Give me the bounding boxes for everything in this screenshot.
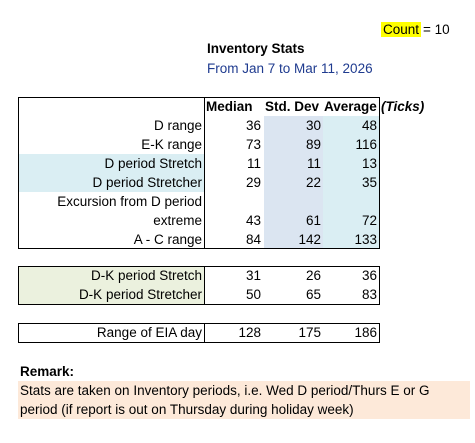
table2-left-border — [18, 266, 19, 305]
remark-shade — [18, 381, 470, 419]
avg-cell: 116 — [355, 137, 377, 152]
std-cell: 65 — [305, 287, 321, 302]
row-label: E-K range — [141, 137, 202, 152]
table3-label-divider — [204, 323, 205, 343]
table1-bottom-border — [18, 248, 380, 249]
count-indicator: Count = 10 — [381, 20, 450, 39]
row-label: Range of EIA day — [96, 325, 202, 340]
table1-label-divider — [204, 97, 205, 249]
avg-cell: 36 — [361, 268, 377, 283]
std-column-shade — [264, 116, 323, 249]
remark-line-1: Stats are taken on Inventory periods, i.… — [20, 383, 430, 398]
avg-cell: 133 — [354, 232, 377, 247]
std-cell: 26 — [305, 268, 321, 283]
median-cell: 84 — [245, 232, 261, 247]
column-header-average: Average — [324, 99, 377, 114]
median-cell: 73 — [245, 137, 261, 152]
row-label: D-K period Stretcher — [78, 287, 202, 302]
page-subtitle: From Jan 7 to Mar 11, 2026 — [207, 61, 373, 76]
table1-left-border — [18, 97, 19, 249]
stretch-rows-shade — [18, 154, 204, 192]
table1-top-border — [18, 97, 380, 98]
count-label: Count — [381, 22, 422, 37]
column-header-median: Median — [206, 99, 253, 114]
avg-cell: 13 — [361, 156, 377, 171]
std-cell: 22 — [305, 175, 321, 190]
table2-top-border — [18, 266, 380, 267]
remark-title: Remark: — [20, 364, 75, 379]
table3-top-border — [18, 323, 380, 324]
avg-cell: 186 — [354, 325, 377, 340]
remark-line-2: period (if report is out on Thursday dur… — [20, 402, 354, 417]
std-cell: 175 — [298, 325, 321, 340]
median-cell — [205, 192, 261, 211]
table3-left-border — [18, 323, 19, 343]
avg-cell — [323, 192, 377, 211]
table2-right-border — [379, 266, 380, 305]
count-value: = 10 — [423, 22, 450, 37]
avg-cell: 83 — [361, 287, 377, 302]
table3-bottom-border — [18, 342, 380, 343]
median-cell: 11 — [246, 156, 261, 171]
dk-label-shade — [18, 266, 204, 304]
column-header-std: Std. Dev — [265, 99, 320, 114]
median-cell: 29 — [245, 175, 261, 190]
std-cell: 89 — [305, 137, 321, 152]
row-label: D period Stretch — [104, 156, 202, 171]
avg-column-shade — [323, 116, 379, 249]
row-label: D-K period Stretch — [90, 268, 202, 283]
avg-cell: 35 — [361, 175, 377, 190]
table2-label-divider — [204, 266, 205, 305]
table2-bottom-border — [18, 304, 380, 305]
row-label: D range — [153, 118, 202, 133]
page-title: Inventory Stats — [207, 41, 305, 56]
avg-cell: 72 — [361, 213, 377, 228]
column-header-unit: (Ticks) — [381, 99, 425, 114]
table1-right-border — [379, 97, 380, 249]
median-cell: 50 — [245, 287, 261, 302]
std-cell — [264, 192, 321, 211]
row-label: D period Stretcher — [92, 175, 202, 190]
std-cell: 61 — [305, 213, 321, 228]
avg-cell: 48 — [361, 118, 377, 133]
std-cell: 30 — [305, 118, 321, 133]
row-label: A - C range — [133, 232, 202, 247]
median-cell: 31 — [245, 268, 261, 283]
median-cell: 43 — [245, 213, 261, 228]
median-cell: 36 — [245, 118, 261, 133]
table3-right-border — [379, 323, 380, 343]
row-label: extreme — [153, 213, 202, 228]
median-cell: 128 — [238, 325, 261, 340]
row-label: Excursion from D period — [57, 194, 202, 209]
std-cell: 11 — [306, 156, 321, 171]
std-cell: 142 — [298, 232, 321, 247]
